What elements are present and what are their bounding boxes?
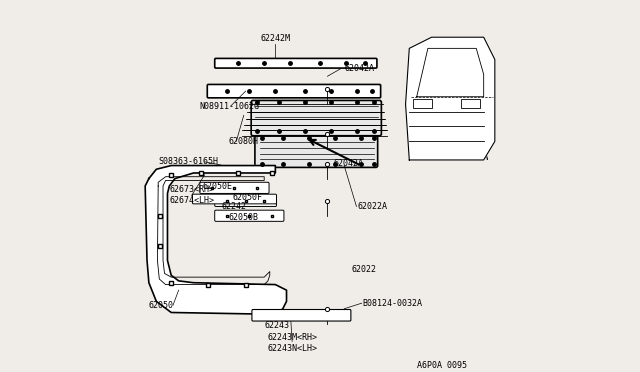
FancyBboxPatch shape: [215, 210, 284, 221]
FancyBboxPatch shape: [251, 100, 381, 136]
Text: 62674<LH>: 62674<LH>: [170, 196, 214, 205]
FancyBboxPatch shape: [207, 84, 381, 98]
Text: 62242M: 62242M: [260, 34, 291, 43]
Polygon shape: [406, 37, 495, 160]
FancyBboxPatch shape: [252, 310, 351, 321]
Text: 62042A: 62042A: [333, 159, 363, 168]
Text: 62022: 62022: [351, 265, 376, 274]
Bar: [461, 99, 480, 108]
Text: S08363-6165H: S08363-6165H: [158, 157, 218, 166]
FancyBboxPatch shape: [215, 195, 276, 206]
Text: 62050: 62050: [149, 301, 174, 310]
Text: 62050F: 62050F: [232, 193, 262, 202]
FancyBboxPatch shape: [193, 194, 276, 204]
FancyBboxPatch shape: [255, 136, 378, 167]
Text: 62080H: 62080H: [229, 137, 259, 146]
Text: 62242: 62242: [221, 202, 246, 211]
Text: 62673<RH>: 62673<RH>: [170, 185, 214, 194]
Text: 62042A: 62042A: [344, 64, 374, 73]
Text: 62050E: 62050E: [203, 182, 233, 190]
Text: B08124-0032A: B08124-0032A: [363, 299, 423, 308]
Bar: [413, 99, 431, 108]
Text: 62243: 62243: [264, 321, 289, 330]
Text: 62243N<LH>: 62243N<LH>: [267, 344, 317, 353]
Text: 62243M<RH>: 62243M<RH>: [267, 333, 317, 342]
Text: A6P0A 0095: A6P0A 0095: [417, 361, 467, 370]
Polygon shape: [145, 166, 287, 314]
FancyBboxPatch shape: [215, 58, 377, 68]
Text: 62050B: 62050B: [229, 213, 259, 222]
Text: N08911-1062G: N08911-1062G: [199, 102, 259, 110]
Text: 62022A: 62022A: [357, 202, 387, 211]
FancyBboxPatch shape: [200, 182, 269, 193]
